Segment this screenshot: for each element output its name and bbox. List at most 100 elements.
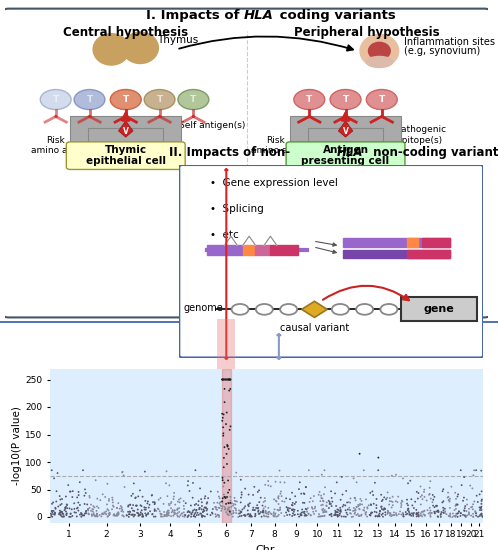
Point: [176, 511, 184, 520]
Point: [209, 505, 217, 514]
Bar: [270, 245, 298, 255]
Point: [426, 510, 434, 519]
Point: [86, 492, 94, 500]
Point: [178, 509, 186, 518]
Point: [67, 487, 75, 496]
Point: [214, 510, 222, 519]
Point: [219, 375, 227, 384]
Point: [56, 495, 64, 504]
Point: [304, 504, 312, 513]
Point: [430, 492, 438, 501]
Point: [451, 512, 459, 520]
Point: [331, 507, 339, 515]
Point: [412, 505, 420, 514]
Point: [224, 498, 232, 507]
Point: [320, 497, 328, 506]
Point: [229, 509, 237, 518]
Point: [245, 502, 253, 510]
Point: [263, 509, 271, 518]
Point: [119, 468, 126, 476]
Point: [334, 510, 342, 519]
Point: [355, 512, 363, 520]
Point: [321, 505, 329, 514]
Point: [88, 511, 96, 520]
Point: [323, 508, 331, 516]
Point: [86, 504, 94, 513]
Point: [143, 499, 151, 508]
Point: [80, 511, 88, 520]
Point: [439, 508, 447, 517]
Point: [105, 509, 113, 518]
Circle shape: [356, 304, 373, 315]
Point: [67, 513, 75, 521]
Point: [232, 497, 240, 505]
Point: [328, 512, 336, 521]
Point: [212, 512, 220, 521]
Point: [225, 444, 233, 453]
Point: [111, 511, 119, 520]
Point: [430, 507, 438, 516]
Point: [62, 510, 70, 519]
Point: [106, 508, 114, 517]
Point: [212, 505, 220, 514]
Point: [332, 502, 340, 510]
Point: [364, 503, 372, 512]
Point: [446, 497, 454, 506]
Point: [198, 505, 206, 514]
Point: [203, 506, 211, 515]
Point: [54, 502, 62, 511]
Point: [158, 512, 166, 521]
Point: [337, 505, 345, 514]
Point: [70, 499, 78, 508]
Point: [297, 511, 305, 520]
Point: [316, 512, 324, 521]
Point: [307, 494, 315, 503]
Point: [467, 503, 475, 512]
Point: [198, 498, 206, 507]
Point: [454, 509, 462, 518]
Point: [92, 476, 100, 485]
Point: [434, 508, 442, 516]
Point: [168, 508, 176, 516]
Point: [189, 478, 197, 487]
Point: [229, 512, 237, 521]
Point: [140, 503, 148, 512]
Point: [408, 501, 416, 510]
Point: [196, 503, 204, 512]
Point: [126, 500, 134, 509]
Point: [319, 496, 327, 505]
Point: [98, 509, 106, 518]
Point: [163, 511, 171, 520]
Point: [212, 510, 220, 519]
Point: [113, 512, 121, 520]
Point: [198, 502, 206, 510]
Point: [174, 497, 182, 506]
Point: [418, 507, 426, 516]
Point: [275, 492, 283, 500]
Point: [62, 492, 70, 501]
Point: [240, 510, 248, 519]
Point: [162, 510, 170, 519]
Point: [89, 505, 97, 514]
Point: [89, 505, 97, 514]
Point: [417, 511, 425, 520]
Bar: [343, 238, 450, 247]
Bar: [343, 250, 450, 258]
Point: [175, 495, 183, 504]
Point: [311, 502, 319, 511]
Point: [451, 505, 459, 514]
Point: [230, 500, 238, 509]
Point: [67, 509, 75, 518]
Point: [261, 502, 269, 511]
Point: [87, 500, 95, 509]
Point: [323, 498, 331, 507]
Point: [63, 509, 71, 518]
Point: [316, 512, 324, 521]
Point: [414, 508, 422, 517]
Point: [220, 463, 228, 472]
Point: [53, 487, 61, 496]
Point: [165, 499, 173, 508]
Point: [261, 507, 269, 515]
Point: [326, 510, 334, 519]
Point: [372, 512, 380, 520]
